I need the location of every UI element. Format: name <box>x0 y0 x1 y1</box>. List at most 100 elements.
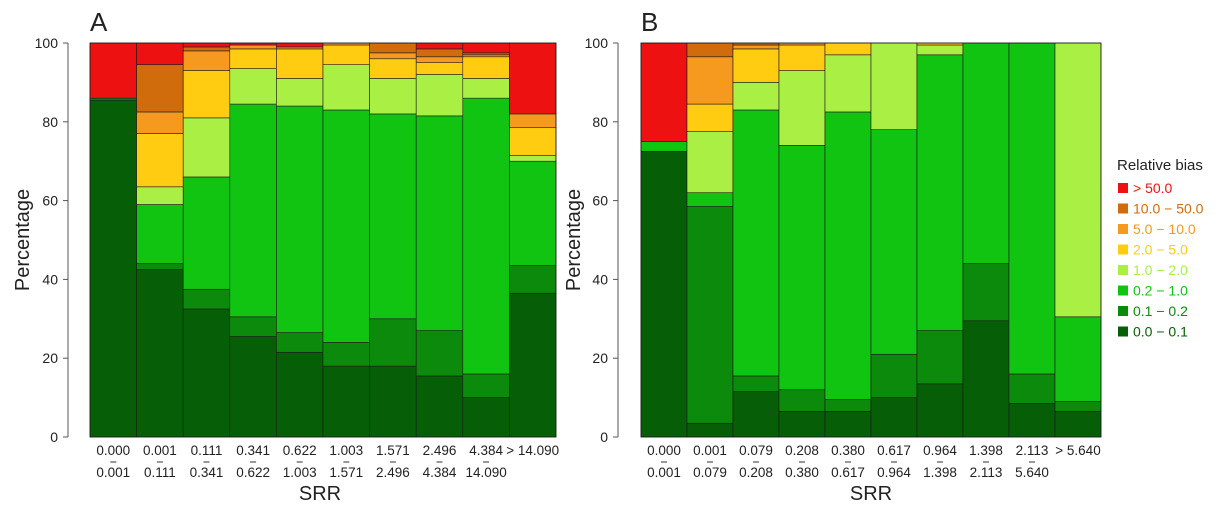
panel-a-bar-1 <box>89 42 137 438</box>
panel-a-y-tick-label: 20 <box>42 350 58 366</box>
bar-segment <box>870 397 918 438</box>
bar-segment <box>686 131 734 194</box>
panel-a-bar-10 <box>509 42 557 438</box>
panel-a-x-tick-label-lower: 0.001 <box>96 465 130 480</box>
panel-b: B Percentage SRR 0 20 40 60 80 100 0.000 0.001… <box>563 7 1102 505</box>
panel-a-x-tick-label-upper: 1.571 <box>376 443 410 458</box>
bar-segment <box>824 399 872 412</box>
legend: Relative bias > 50.0 10.0 − 50.0 5.0 − 10.… <box>1117 157 1204 340</box>
bar-segment <box>462 42 510 54</box>
legend-label: 2.0 − 5.0 <box>1133 242 1188 258</box>
bar-segment <box>509 292 557 438</box>
bar-segment <box>182 176 231 290</box>
bar-segment <box>916 54 964 331</box>
panel-b-y-axis: 0 20 40 60 80 100 <box>585 35 619 445</box>
panel-b-x-tick-label-lower: 0.964 <box>877 465 911 480</box>
panel-a-bar-5 <box>276 42 324 438</box>
bar-segment <box>369 42 417 54</box>
bar-segment <box>276 48 324 79</box>
bar-segment <box>870 129 918 355</box>
panel-a-x-tick-label-lower: 0.622 <box>236 465 270 480</box>
panel-a-x-tick-label-upper: 4.384 <box>469 443 503 458</box>
bar-segment <box>182 50 231 71</box>
panel-b-x-tick-label-upper: 0.001 <box>693 443 727 458</box>
bar-segment <box>778 145 826 391</box>
panel-b-x-tick-label-lower: 1.398 <box>923 465 957 480</box>
bar-segment <box>276 332 324 353</box>
bar-segment <box>916 330 964 385</box>
bar-segment <box>962 42 1010 264</box>
bar-segment <box>182 288 231 310</box>
panel-a-x-tick-label-lower: 0.111 <box>144 465 176 480</box>
panel-b-y-axis-title: Percentage <box>563 189 585 291</box>
bar-segment <box>136 269 184 438</box>
panel-b-x-tick-label-lower: 0.001 <box>647 465 681 480</box>
bar-segment <box>136 133 184 188</box>
panel-a-bar-7 <box>369 42 417 438</box>
bar-segment <box>136 186 184 205</box>
bar-segment <box>369 113 417 320</box>
panel-a-x-tick-label-upper: 2.496 <box>423 443 457 458</box>
bar-segment <box>962 263 1010 322</box>
bar-segment <box>136 263 184 270</box>
bar-segment <box>415 115 464 331</box>
panel-b-y-tick-label: 40 <box>592 271 608 287</box>
bar-segment <box>89 99 137 438</box>
bar-segment <box>778 389 826 412</box>
bar-segment <box>136 111 184 134</box>
panel-a-x-tick-label-upper: 0.111 <box>191 443 223 458</box>
panel-b-y-tick-label: 100 <box>585 35 609 51</box>
panel-a-x-tick-label-lower: 2.496 <box>376 465 410 480</box>
bar-segment <box>462 97 510 375</box>
legend-swatch <box>1118 306 1128 316</box>
bar-segment <box>415 56 464 64</box>
panel-b-x-tick-label-upper: 0.964 <box>923 443 957 458</box>
bar-segment <box>640 151 688 438</box>
bar-segment <box>686 42 734 58</box>
bar-segment <box>1054 316 1102 402</box>
legend-item: > 50.0 <box>1118 180 1173 196</box>
panel-b-x-tick-label-lower: 0.380 <box>785 465 819 480</box>
legend-item: 10.0 − 50.0 <box>1118 201 1204 217</box>
bar-segment <box>182 70 231 119</box>
bar-segment <box>415 62 464 75</box>
legend-swatch <box>1118 224 1128 234</box>
legend-label: 0.2 − 1.0 <box>1133 283 1188 299</box>
bar-segment <box>509 113 557 129</box>
panel-a-y-axis-title: Percentage <box>12 189 34 291</box>
panel-b-plot-frame <box>640 42 1102 438</box>
panel-a-x-tick-label-upper: 0.622 <box>283 443 317 458</box>
bar-segment <box>276 42 324 48</box>
bar-segment <box>732 82 780 111</box>
panel-b-y-tick-label: 0 <box>600 429 608 445</box>
panel-b-x-tick-label-lower: 5.640 <box>1015 465 1049 480</box>
bar-segment <box>182 42 231 48</box>
panel-b-label: B <box>641 7 658 37</box>
panel-b-y-tick-label: 80 <box>592 114 608 130</box>
bar-segment <box>462 56 510 79</box>
legend-label: 1.0 − 2.0 <box>1133 262 1188 278</box>
bar-segment <box>322 44 370 65</box>
legend-swatch <box>1118 285 1128 296</box>
bar-segment <box>732 109 780 377</box>
bar-segment <box>916 383 964 438</box>
legend-item: 0.2 − 1.0 <box>1118 283 1188 299</box>
panel-a-bar-4 <box>229 42 277 438</box>
bar-segment <box>276 105 324 333</box>
panel-a-bar-8 <box>415 42 464 438</box>
panel-b-x-tick-label-upper: 1.398 <box>969 443 1003 458</box>
legend-swatch <box>1118 183 1128 193</box>
panel-a-y-tick-label: 80 <box>42 114 58 130</box>
bar-segment <box>276 78 324 107</box>
bar-segment <box>182 46 231 52</box>
panel-a-bar-3 <box>182 42 231 438</box>
panel-a-y-tick-label: 60 <box>42 193 58 209</box>
bar-segment <box>1008 373 1056 404</box>
legend-label: 0.0 − 0.1 <box>1133 324 1188 340</box>
legend-items: > 50.0 10.0 − 50.0 5.0 − 10.0 2.0 − 5.0 1.0 … <box>1118 180 1204 340</box>
panel-b-bar-10 <box>1054 42 1102 438</box>
panel-b-bars <box>640 42 1102 438</box>
bar-segment <box>824 411 872 438</box>
bar-segment <box>1054 42 1102 318</box>
